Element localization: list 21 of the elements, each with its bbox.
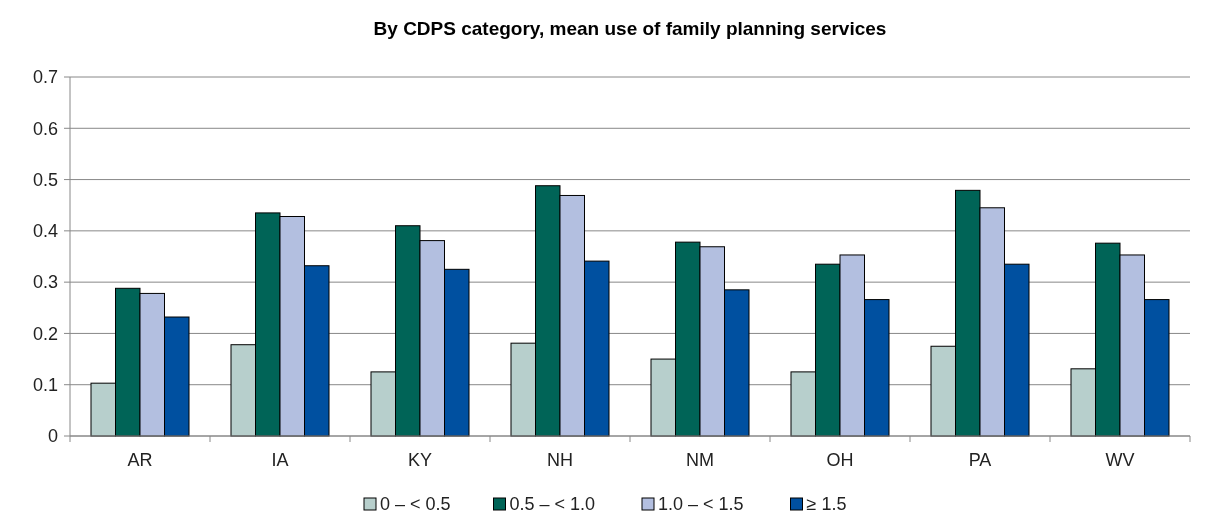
x-tick-label: NH (547, 450, 573, 470)
y-tick-label: 0.3 (32, 272, 58, 293)
x-tick-label: OH (826, 450, 854, 470)
chart-title: By CDPS category, mean use of family planning services (373, 18, 887, 39)
legend-label: ≥ 1.5 (806, 494, 847, 515)
y-tick-label: 0.4 (32, 221, 58, 242)
x-tick-label: PA (968, 450, 992, 470)
y-tick-label: 0.6 (32, 118, 58, 139)
x-tick-label: WV (1105, 450, 1135, 470)
x-tick-label: IA (271, 450, 289, 470)
y-tick-label: 0.7 (32, 67, 58, 88)
y-tick-label: 0.1 (32, 375, 58, 396)
y-tick-label: 0.5 (32, 169, 58, 190)
x-tick-label: NM (686, 450, 714, 470)
y-tick-label: 0.2 (32, 323, 58, 344)
legend-label: 1.0 – < 1.5 (658, 494, 744, 515)
x-tick-label: AR (127, 450, 153, 470)
legend-label: 0 – < 0.5 (380, 494, 451, 515)
legend-label: 0.5 – < 1.0 (509, 494, 596, 515)
y-tick-label: 0 (47, 426, 58, 447)
x-tick-label: KY (407, 450, 433, 470)
